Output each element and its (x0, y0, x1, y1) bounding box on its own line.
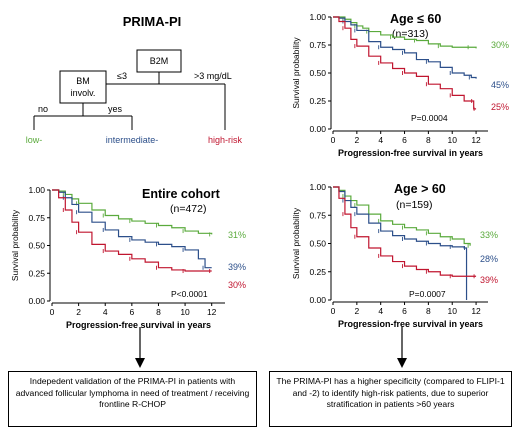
arrow-head-right (397, 358, 407, 368)
km-chart-entire-cohort: 0 2 4 6 8 10 12 0.00 0.25 0.50 0.75 1.00 Progression… (10, 185, 246, 330)
leaf-low: low- (26, 135, 43, 145)
x-tick-label: 12 (207, 307, 217, 317)
x-tick-label: 4 (378, 135, 383, 145)
x-tick-label: 0 (331, 135, 336, 145)
x-tick-label: 4 (103, 307, 108, 317)
x-tick-label: 12 (471, 306, 481, 316)
y-axis-label: Survival probability (291, 37, 301, 109)
chart-title: Age ≤ 60 (390, 12, 441, 26)
x-tick-label: 10 (447, 135, 457, 145)
conclusion-text-right: The PRIMA-PI has a higher specificity (c… (276, 376, 505, 409)
conclusion-box-left: Indepedent validation of the PRIMA-PI in… (8, 371, 257, 427)
chart-title: Age > 60 (394, 182, 446, 196)
end-label-low: 33% (480, 230, 498, 240)
y-tick-label: 0.00 (309, 124, 326, 134)
end-label-high: 39% (480, 275, 498, 285)
x-tick-label: 2 (354, 306, 359, 316)
x-tick-label: 2 (354, 135, 359, 145)
survival-curve-intermediate (52, 189, 212, 269)
x-axis-label: Progression-free survival in years (338, 319, 483, 329)
survival-curve-high (333, 16, 477, 110)
p-value: P=0.0007 (409, 289, 446, 299)
end-label-high: 25% (491, 102, 509, 112)
prima-pi-tree: PRIMA-PI B2M BM involv. ≤3 >3 mg/dL no y… (26, 14, 243, 145)
p-value: P=0.0004 (411, 113, 448, 123)
x-tick-label: 8 (426, 306, 431, 316)
x-tick-label: 10 (447, 306, 457, 316)
end-label-intermediate: 39% (228, 262, 246, 272)
x-tick-label: 10 (180, 307, 190, 317)
branch-le3-label: ≤3 (117, 71, 127, 81)
arrows (135, 327, 407, 368)
x-tick-label: 0 (331, 306, 336, 316)
y-tick-label: 0.25 (309, 267, 326, 277)
x-tick-label: 12 (471, 135, 481, 145)
end-label-intermediate: 28% (480, 254, 498, 264)
conclusion-text-left: Indepedent validation of the PRIMA-PI in… (15, 376, 250, 409)
y-axis-label: Survival probability (291, 207, 301, 279)
y-tick-label: 0.25 (309, 96, 326, 106)
x-axis-label: Progression-free survival in years (338, 148, 483, 158)
y-tick-label: 0.75 (309, 210, 326, 220)
end-label-high: 30% (228, 280, 246, 290)
y-tick-label: 0.75 (28, 213, 45, 223)
conclusion-box-right: The PRIMA-PI has a higher specificity (c… (269, 371, 512, 427)
y-tick-label: 0.00 (28, 296, 45, 306)
bm-involvement-node (59, 70, 107, 104)
end-label-low: 30% (491, 40, 509, 50)
chart-title: Entire cohort (142, 187, 221, 201)
y-tick-label: 0.75 (309, 40, 326, 50)
end-label-intermediate: 45% (491, 80, 509, 90)
survival-curve-intermediate (333, 16, 477, 79)
x-tick-label: 8 (426, 135, 431, 145)
y-tick-label: 1.00 (309, 12, 326, 22)
y-tick-label: 0.25 (28, 268, 45, 278)
survival-curve-intermediate (333, 186, 468, 300)
leaf-intermediate: intermediate- (106, 135, 159, 145)
y-tick-label: 1.00 (309, 182, 326, 192)
b2m-node-label: B2M (150, 56, 169, 66)
branch-no-label: no (38, 104, 48, 114)
x-tick-label: 4 (378, 306, 383, 316)
x-tick-label: 2 (76, 307, 81, 317)
x-tick-label: 6 (129, 307, 134, 317)
y-axis-label: Survival probability (10, 209, 20, 281)
branch-gt3-label: >3 mg/dL (194, 71, 232, 81)
survival-curve-low (333, 186, 471, 246)
x-tick-label: 8 (156, 307, 161, 317)
y-tick-label: 0.50 (28, 241, 45, 251)
bm-node-label-1: BM (76, 76, 90, 86)
y-tick-label: 0.50 (309, 239, 326, 249)
branch-yes-label: yes (108, 104, 123, 114)
leaf-high-risk: high-risk (208, 135, 243, 145)
arrow-head-left (135, 358, 145, 368)
y-tick-label: 0.50 (309, 68, 326, 78)
chart-subtitle: (n=159) (396, 199, 432, 211)
end-label-low: 31% (228, 230, 246, 240)
km-chart-age-le-60: 0 2 4 6 8 10 12 0.00 0.25 0.50 0.75 1.00 Progression… (291, 12, 509, 158)
x-tick-label: 0 (50, 307, 55, 317)
tree-title: PRIMA-PI (123, 14, 182, 29)
x-axis-label: Progression-free survival in years (66, 320, 211, 330)
bm-node-label-2: involv. (71, 88, 96, 98)
y-tick-label: 0.00 (309, 295, 326, 305)
x-tick-label: 6 (402, 306, 407, 316)
survival-curve-high (333, 186, 477, 277)
chart-subtitle: (n=472) (170, 203, 206, 215)
chart-subtitle: (n=313) (392, 28, 428, 40)
y-tick-label: 1.00 (28, 185, 45, 195)
survival-curve-low (52, 189, 213, 235)
p-value: P<0.0001 (171, 289, 208, 299)
survival-curve-high (52, 189, 212, 272)
x-tick-label: 6 (402, 135, 407, 145)
km-chart-age-gt-60: 0 2 4 6 8 10 12 0.00 0.25 0.50 0.75 1.00 Progression… (291, 182, 498, 329)
